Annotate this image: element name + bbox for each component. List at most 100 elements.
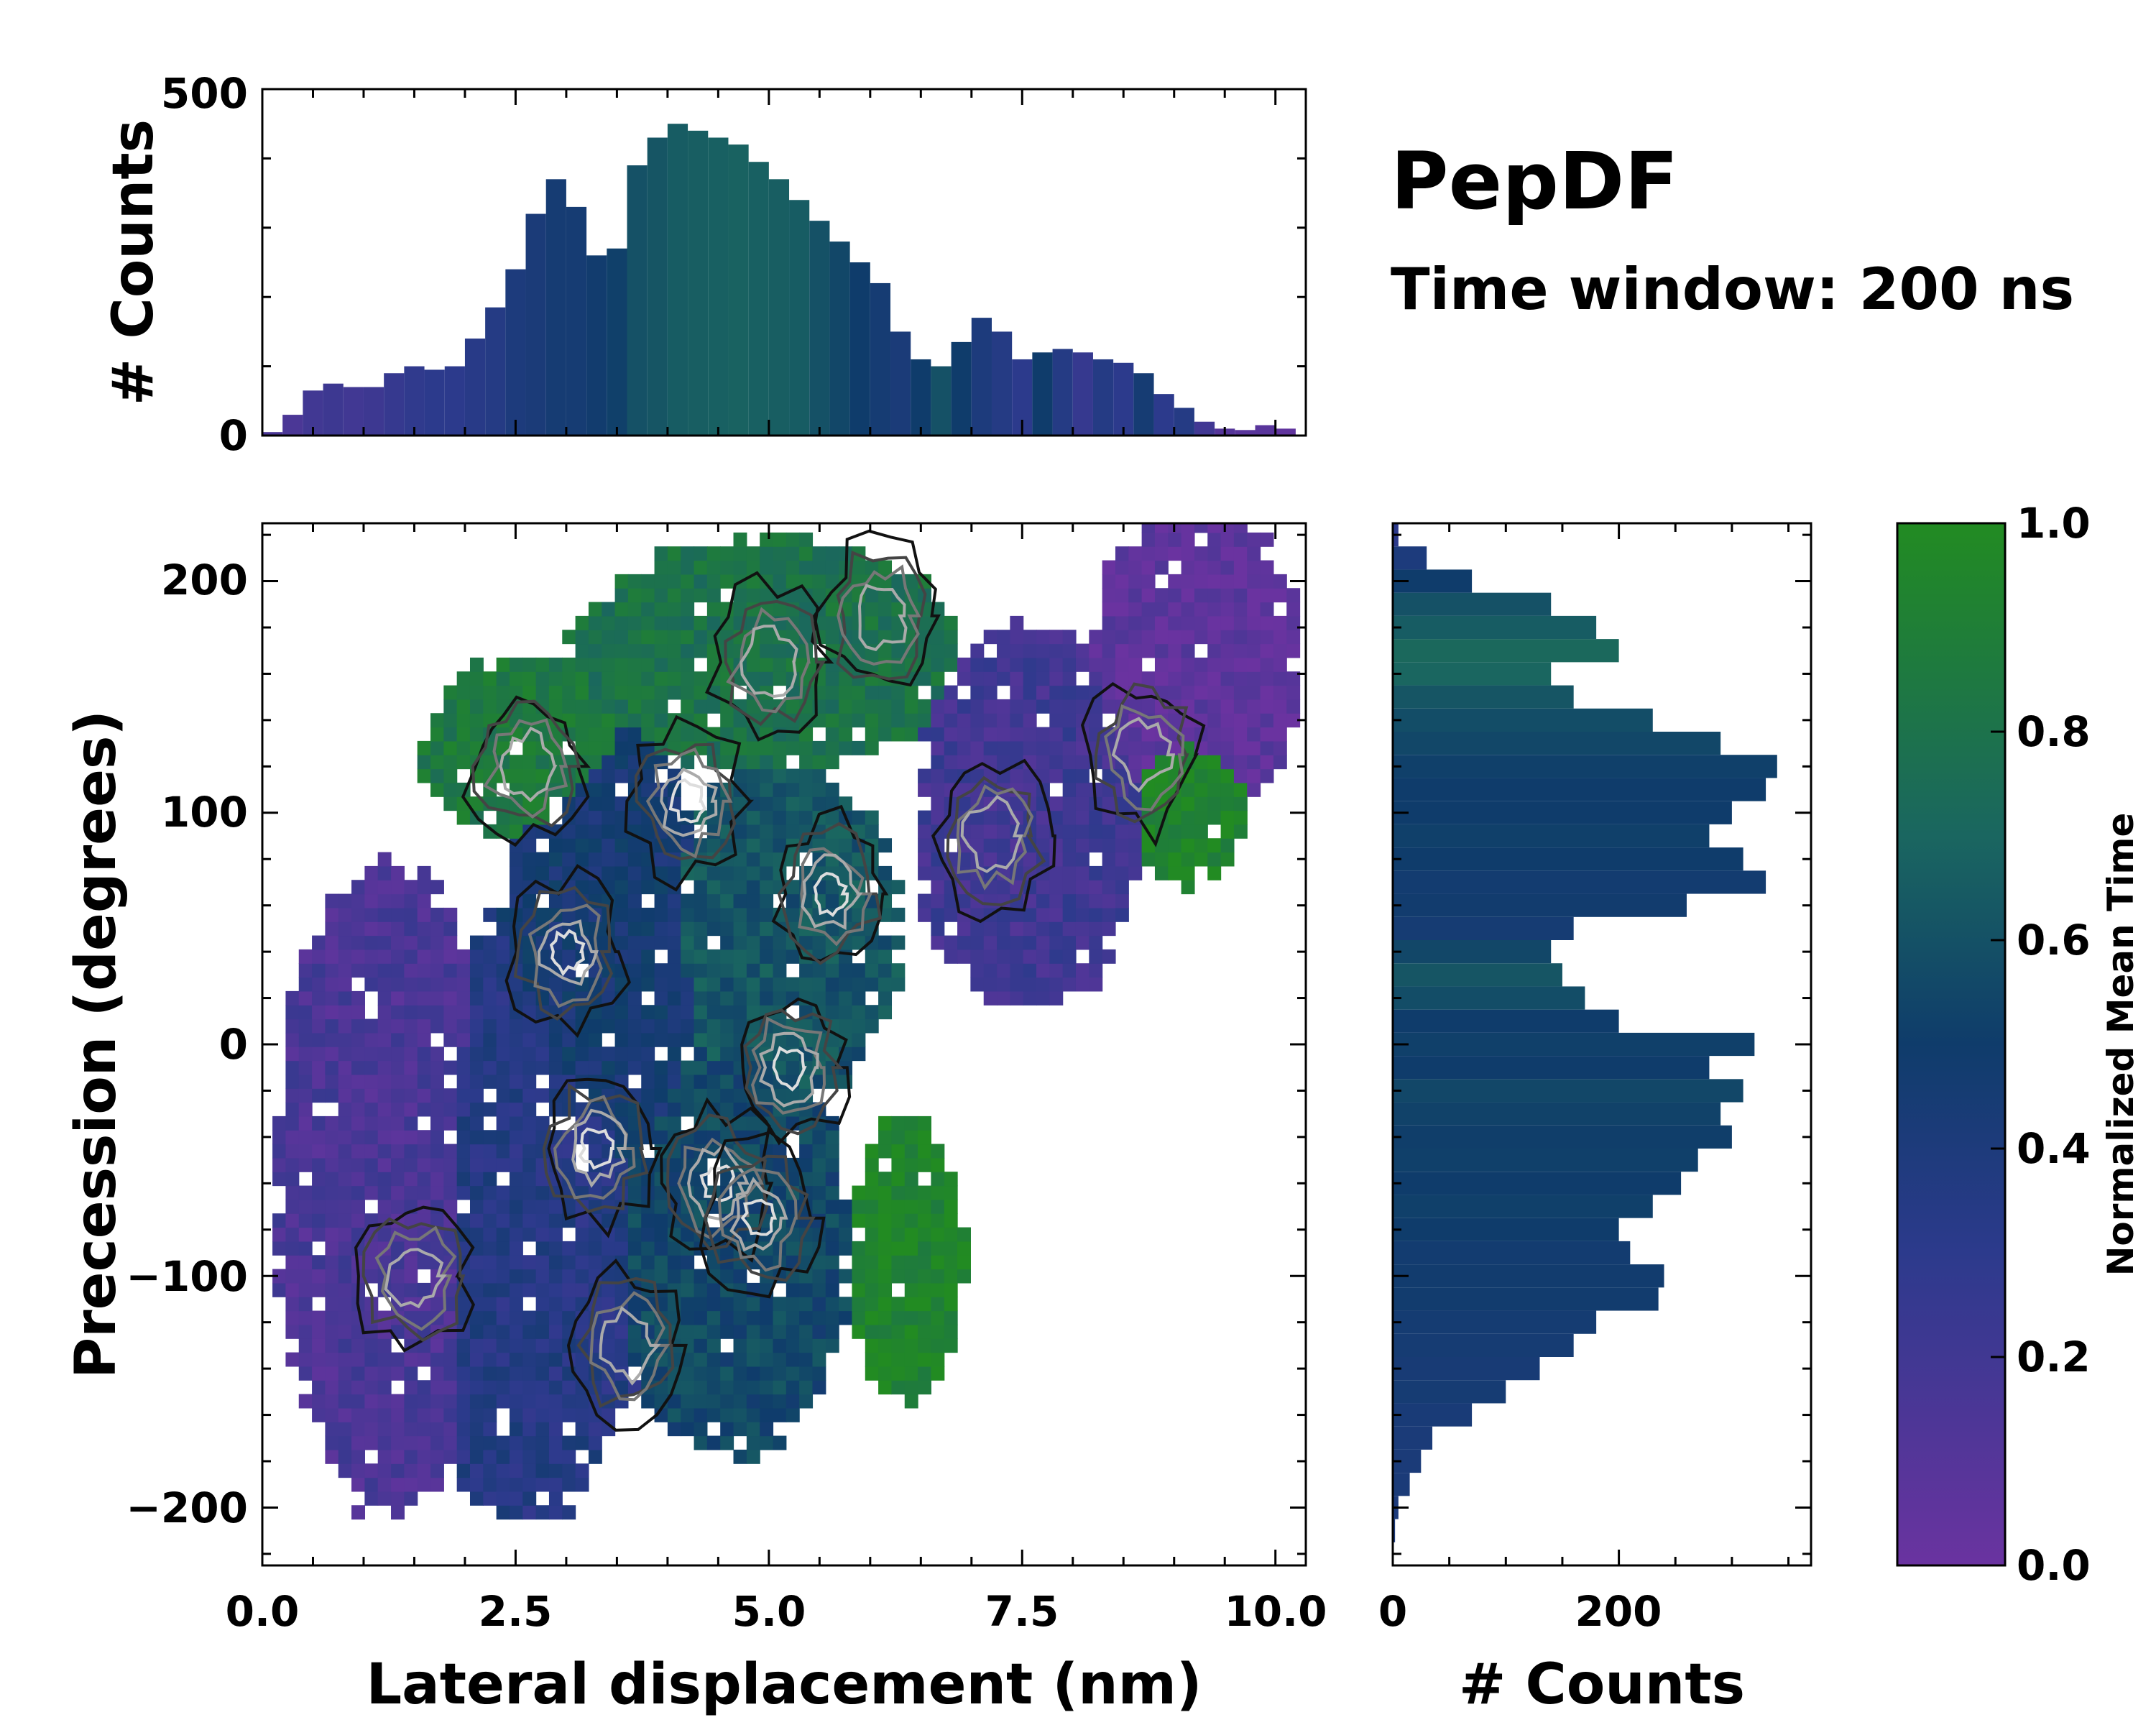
heatmap-cell: [285, 1255, 300, 1270]
heatmap-cell: [285, 1032, 300, 1047]
heatmap-cell: [562, 671, 576, 686]
heatmap-cell: [904, 1144, 918, 1159]
heatmap-cell: [272, 1157, 287, 1172]
heatmap-cell: [1010, 727, 1024, 742]
heatmap-cell: [535, 727, 550, 742]
heatmap-cell: [1168, 574, 1182, 589]
heatmap-cell: [667, 1394, 681, 1409]
heatmap-cell: [654, 1116, 668, 1131]
heatmap-cell: [1089, 921, 1103, 937]
heatmap-cell: [694, 1282, 708, 1297]
heatmap-cell: [1247, 768, 1261, 783]
heatmap-cell: [1089, 824, 1103, 839]
heatmap-cell: [351, 1435, 365, 1450]
heatmap-cell: [694, 1032, 708, 1047]
heatmap-cell: [377, 852, 392, 867]
xtick-10: 10.0: [1224, 1587, 1327, 1636]
heatmap-cell: [641, 685, 655, 700]
heatmap-cell: [720, 880, 734, 895]
heatmap-cell: [931, 1144, 945, 1159]
heatmap-cell: [469, 963, 484, 978]
heatmap-cell: [364, 1255, 379, 1270]
heatmap-cell: [575, 824, 589, 839]
heatmap-cell: [351, 1352, 365, 1367]
heatmap-cell: [878, 1172, 893, 1187]
heatmap-cell: [681, 1227, 695, 1242]
density-contour: [772, 1046, 807, 1092]
heatmap-cell: [865, 1241, 879, 1256]
heatmap-cell: [865, 1310, 879, 1325]
heatmap-cell: [1260, 740, 1274, 755]
heatmap-cell: [338, 1046, 352, 1062]
heatmap-cell: [1023, 921, 1037, 937]
heatmap-cell: [891, 727, 906, 742]
heatmap-cell: [1115, 824, 1129, 839]
heatmap-cell: [997, 907, 1010, 922]
heatmap-cell: [641, 865, 655, 880]
heatmap-cell: [1036, 935, 1050, 950]
heatmap-cell: [298, 977, 313, 992]
heatmap-cell: [496, 657, 510, 672]
heatmap-cell: [694, 630, 708, 645]
heatmap-cell: [377, 1422, 392, 1437]
heatmap-cell: [654, 602, 668, 617]
heatmap-cell: [1036, 949, 1050, 964]
heatmap-cell: [1141, 768, 1156, 783]
heatmap-cell: [575, 685, 589, 700]
heatmap-cell: [417, 1018, 431, 1034]
heatmap-cell: [430, 1102, 444, 1117]
heatmap-cell: [931, 782, 945, 797]
heatmap-cell: [1062, 810, 1077, 825]
heatmap-cell: [1049, 630, 1064, 645]
heatmap-cell: [1075, 699, 1089, 714]
heatmap-cell: [627, 1005, 642, 1020]
heatmap-cell: [694, 1018, 708, 1034]
heatmap-cell: [1062, 921, 1077, 937]
heatmap-cell: [614, 740, 629, 755]
right-hist-bar: [1393, 824, 1710, 848]
heatmap-cell: [799, 1338, 814, 1353]
heatmap-cell: [839, 1310, 853, 1325]
heatmap-cell: [496, 1157, 510, 1172]
heatmap-cell: [469, 1366, 484, 1381]
heatmap-cell: [562, 1032, 576, 1047]
heatmap-cell: [575, 1032, 589, 1047]
heatmap-cell: [404, 1005, 418, 1020]
heatmap-cell: [614, 657, 629, 672]
heatmap-cell: [456, 1380, 471, 1395]
heatmap-cell: [1115, 560, 1129, 575]
heatmap-cell: [1168, 838, 1182, 853]
heatmap-cell: [1181, 588, 1195, 603]
heatmap-cell: [733, 977, 747, 992]
density-contour: [634, 742, 737, 860]
heatmap-cell: [760, 740, 774, 755]
heatmap-cell: [799, 796, 814, 811]
heatmap-cell: [1273, 630, 1287, 645]
heatmap-cell: [509, 1074, 523, 1089]
heatmap-cell: [548, 824, 563, 839]
heatmap-cell: [746, 865, 760, 880]
heatmap-cell: [456, 1449, 471, 1464]
heatmap-cell: [509, 1477, 523, 1492]
heatmap-cell: [1075, 838, 1089, 853]
heatmap-cell: [1154, 532, 1169, 547]
heatmap-cell: [602, 671, 616, 686]
heatmap-cell: [667, 990, 681, 1006]
heatmap-cell: [483, 1338, 497, 1353]
heatmap-cell: [338, 1241, 352, 1256]
heatmap-cell: [509, 1310, 523, 1325]
heatmap-cell: [760, 838, 774, 853]
heatmap-cell: [786, 1310, 800, 1325]
heatmap-cell: [825, 1269, 839, 1284]
top-hist-bar: [404, 366, 425, 436]
heatmap-cell: [878, 699, 893, 714]
heatmap-cell: [522, 1046, 537, 1062]
heatmap-cell: [575, 630, 589, 645]
heatmap-cell: [957, 713, 971, 728]
top-hist-bar: [384, 373, 405, 436]
heatmap-cell: [812, 546, 826, 561]
heatmap-cell: [364, 1032, 379, 1047]
density-contour: [483, 718, 568, 819]
heatmap-cell: [1168, 865, 1182, 880]
heatmap-cell: [522, 1366, 537, 1381]
